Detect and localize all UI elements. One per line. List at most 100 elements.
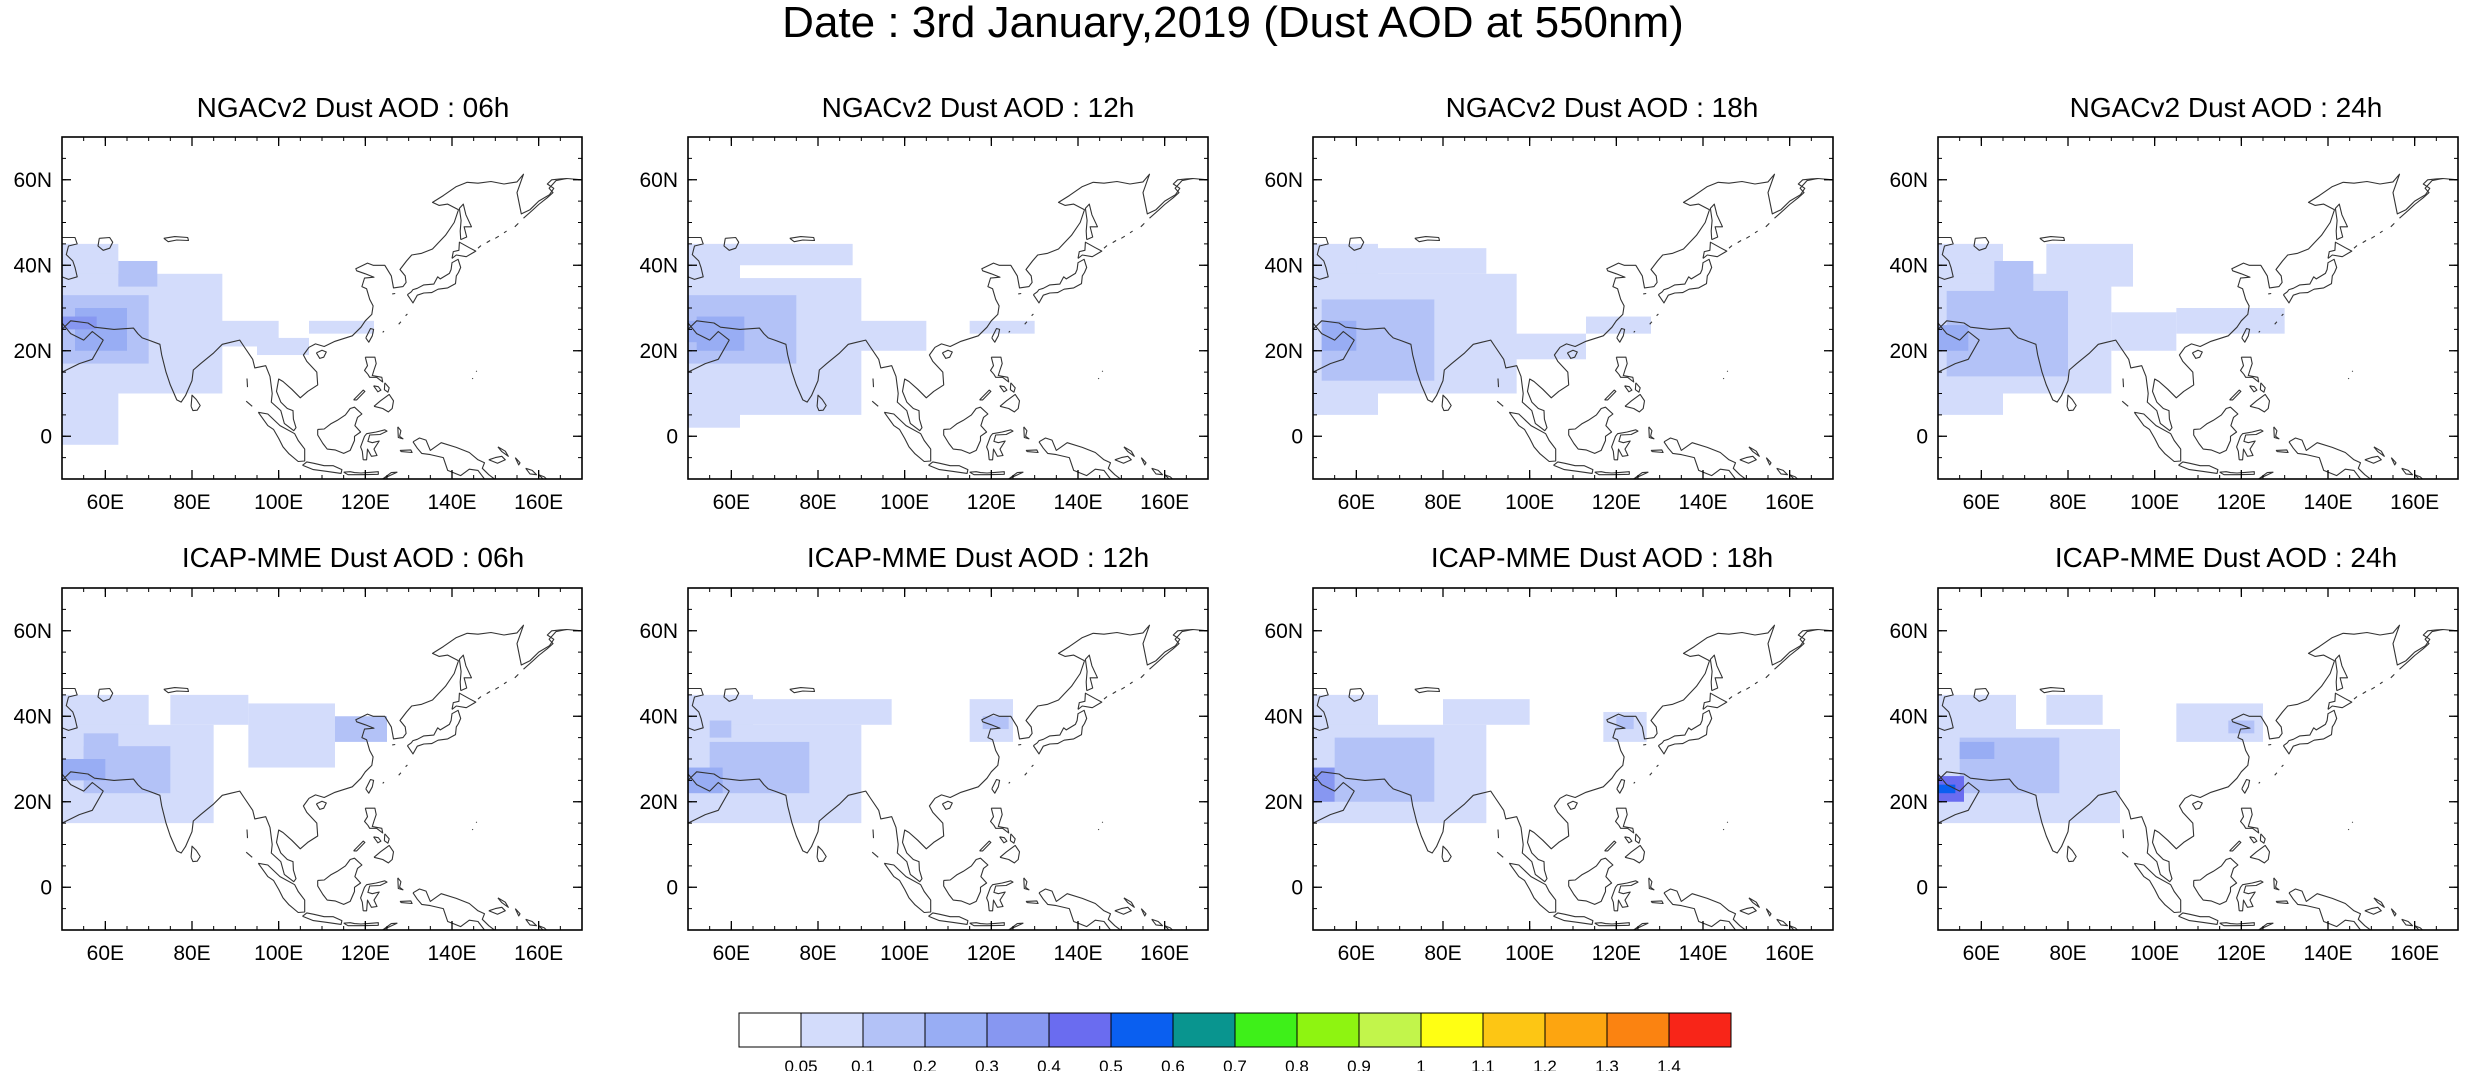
coastline (1765, 908, 1772, 917)
lat-tick-label: 20N (1264, 791, 1303, 814)
dust-aod-cell (248, 703, 335, 768)
panel-title-icap-18h: ICAP-MME Dust AOD : 18h (1430, 542, 1774, 573)
coastline (1649, 772, 1653, 776)
dust-aod-cell (1443, 699, 1530, 725)
coastline (1497, 378, 1500, 388)
lon-tick-label: 60E (1963, 491, 2000, 514)
coastline (1508, 862, 1557, 914)
dust-aod-cell (257, 337, 309, 356)
coastline (1103, 245, 1108, 249)
coastline (1151, 467, 1164, 476)
coastline (2288, 888, 2372, 930)
coastline (1140, 908, 1147, 917)
coastline (928, 461, 969, 474)
coastline (989, 807, 1010, 834)
coastline (1008, 922, 1024, 930)
coastline (1008, 330, 1011, 333)
coastline (412, 888, 496, 930)
lon-tick-label: 100E (254, 942, 303, 965)
coastline (1497, 829, 1500, 839)
coastline (1616, 778, 1626, 794)
coastline (1765, 223, 1770, 228)
coastline (969, 922, 1005, 927)
dust-aod-cell (1356, 248, 1487, 274)
coastline (1008, 471, 1024, 479)
map-panel: 60E 80E 100E 120E 140E 160E 60N 40N 20N 0 (1264, 587, 1834, 965)
coastline (2249, 836, 2258, 844)
lon-tick-label: 140E (2303, 942, 2352, 965)
map-panel: 60E 80E 100E 120E 140E 160E 60N 40N 20N 0 (1889, 136, 2459, 514)
lat-tick-label: 40N (1264, 705, 1303, 728)
coastline (1129, 681, 1133, 685)
coastline (2275, 449, 2289, 454)
coastline (2371, 235, 2376, 239)
coastline (1023, 877, 1030, 891)
coastline (2239, 356, 2260, 383)
coastline (1164, 925, 1174, 930)
coastline (723, 236, 740, 251)
coastline (1441, 394, 1452, 412)
coastline (1776, 918, 1789, 927)
coastline (2219, 471, 2255, 476)
coastline (1114, 906, 1132, 915)
lon-tick-label: 140E (1678, 942, 1727, 965)
coastline (1149, 177, 1193, 219)
coastline (246, 829, 249, 839)
coastline (872, 378, 875, 388)
colorbar-label: 0.7 (1223, 1057, 1247, 1071)
dust-aod-cell (709, 741, 810, 794)
coastline (317, 406, 363, 454)
coastline (2379, 681, 2383, 685)
coastline (62, 236, 78, 280)
coastline (1568, 406, 1614, 454)
lat-tick-label: 0 (666, 425, 678, 448)
coastline (405, 764, 408, 768)
coastline (2327, 692, 2353, 710)
coastline (1149, 628, 1193, 670)
coastline (1123, 897, 1135, 908)
coastline (2122, 829, 2125, 839)
coastline (1624, 393, 1646, 413)
colorbar-box (862, 1012, 926, 1048)
coastline (1657, 709, 1713, 755)
coastline (941, 349, 953, 359)
coastline (1604, 389, 1617, 401)
coastline (1624, 385, 1633, 393)
coastline (383, 833, 390, 844)
dust-aod-cell (2228, 720, 2255, 734)
lon-tick-label: 160E (514, 491, 563, 514)
lat-tick-label: 40N (1889, 705, 1928, 728)
lon-tick-label: 160E (1765, 942, 1814, 965)
coastline (2334, 654, 2349, 692)
lat-tick-label: 0 (1291, 876, 1303, 899)
coastline (373, 844, 395, 864)
coastline (872, 829, 875, 839)
coastline (2236, 880, 2264, 912)
coastline (1031, 313, 1034, 317)
coastline (1140, 457, 1147, 466)
dust-aod-cell (982, 716, 1009, 730)
coastline (688, 624, 1208, 883)
coastline (688, 236, 704, 280)
coastline (497, 897, 509, 908)
coastline (1084, 654, 1099, 692)
coastline (245, 851, 253, 858)
coastline (2258, 471, 2274, 479)
coastline (1624, 836, 1633, 844)
coastline (405, 313, 408, 317)
coastline (523, 177, 567, 219)
coastline (2241, 327, 2251, 343)
coastline (398, 772, 402, 776)
colorbar-box (924, 1012, 988, 1048)
lon-tick-label: 160E (2390, 491, 2439, 514)
coastline (399, 449, 413, 454)
coastline (97, 687, 114, 702)
coastline (503, 681, 507, 685)
lon-tick-label: 100E (1505, 942, 1554, 965)
coastline (1746, 686, 1751, 690)
coastline (2259, 382, 2266, 393)
coastline (1746, 235, 1751, 239)
coastline (1737, 691, 1742, 695)
colorbar-box (1110, 1012, 1174, 1048)
lat-tick-label: 20N (1889, 340, 1928, 363)
